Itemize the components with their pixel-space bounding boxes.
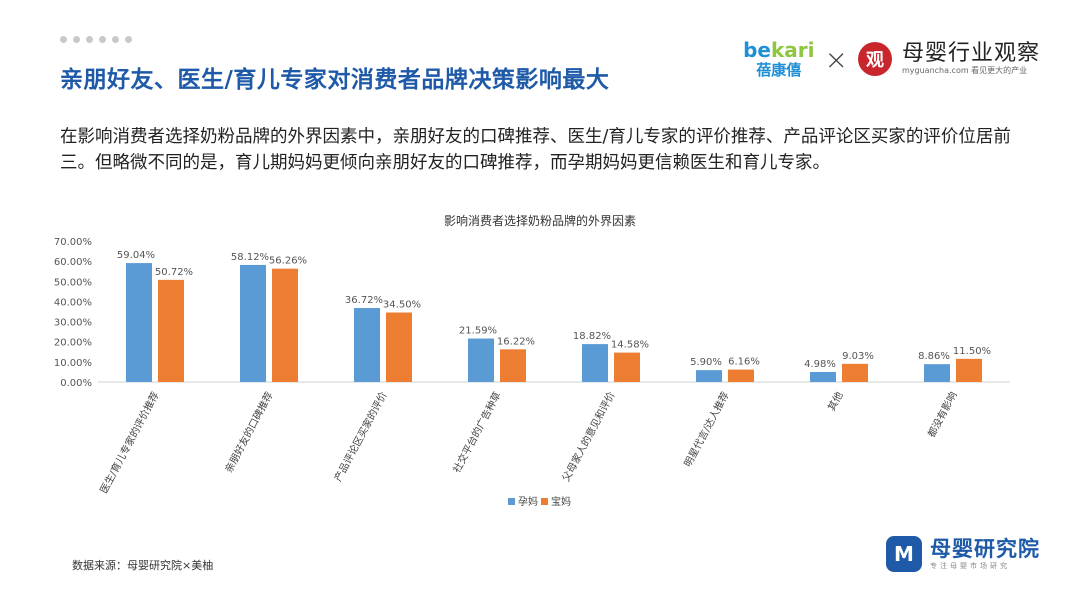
bar-series-2 [728,369,754,382]
bar-series-1 [810,371,836,382]
bar-series-2 [158,279,184,382]
y-tick-label: 30.00% [54,318,92,329]
data-label: 59.04% [117,250,155,261]
bar-series-1 [240,264,266,382]
y-tick-label: 40.00% [54,297,92,308]
category-label: 亲朋好友的口碑推荐 [222,389,276,475]
bar-series-1 [696,370,722,382]
research-institute-icon: M [886,536,922,572]
muying-sub: myguancha.com 看见更大的产业 [901,66,1028,76]
data-source: 数据来源：母婴研究院×美柚 [72,559,214,572]
data-label: 6.16% [728,357,760,368]
data-label: 34.50% [383,300,421,311]
y-tick-label: 70.00% [54,237,92,248]
bar-series-2 [614,352,640,382]
y-tick-label: 10.00% [54,358,92,369]
data-label: 21.59% [459,326,497,337]
data-label: 8.86% [918,351,950,362]
bar-series-1 [924,364,950,382]
legend-swatch [541,498,548,505]
bar-series-1 [354,308,380,382]
y-tick-label: 0.00% [60,378,92,389]
data-label: 5.90% [690,357,722,368]
legend-label: 孕妈 [518,495,538,508]
bar-series-1 [468,338,494,382]
description-text: 在影响消费者选择奶粉品牌的外界因素中，亲朋好友的口碑推荐、医生/育儿专家的评价推… [60,127,1011,173]
data-label: 50.72% [155,267,193,278]
data-label: 9.03% [842,351,874,362]
data-label: 14.58% [611,340,649,351]
bar-series-1 [582,344,608,382]
decorative-dots [60,36,132,43]
data-label: 58.12% [231,252,269,263]
footer-logo: M 母婴研究院 专注母婴市场研究 [886,536,1040,572]
bekari-wordmark: bekari [743,38,815,62]
data-label: 16.22% [497,336,535,347]
cross-symbol: × [824,42,848,76]
category-label: 产品评论区买家的评价 [331,389,389,483]
brand-logos: bekari 蓓康僖 × 观 母婴行业观察 myguancha.com 看见更大… [743,40,1040,78]
data-label: 56.26% [269,256,307,267]
category-label: 都没有影响 [925,389,960,439]
bar-series-2 [500,349,526,382]
data-label: 4.98% [804,359,836,370]
category-label: 医生/育儿专家的评价推荐 [97,389,162,495]
category-label: 社交平台的广告种草 [450,389,504,475]
bar-series-2 [842,363,868,382]
data-label: 11.50% [953,346,991,357]
data-label: 18.82% [573,331,611,342]
category-label: 其他 [825,389,846,413]
category-label: 明星代言/达人推荐 [681,389,732,469]
data-label: 36.72% [345,295,383,306]
muying-name: 母婴行业观察 [901,41,1040,67]
category-label: 父母家人的意见和评价 [559,389,617,483]
legend-swatch [508,498,515,505]
chart-title: 影响消费者选择奶粉品牌的外界因素 [443,214,636,228]
y-tick-label: 20.00% [54,338,92,349]
legend-label: 宝妈 [551,495,571,508]
footer-logo-name: 母婴研究院 [930,536,1040,561]
y-tick-label: 60.00% [54,257,92,268]
page-title: 亲朋好友、医生/育儿专家对消费者品牌决策影响最大 [60,67,610,93]
bar-series-2 [956,358,982,382]
muying-seal-icon: 观 [857,42,892,76]
bar-series-2 [386,312,412,382]
bekari-logo: bekari 蓓康僖 [743,40,814,78]
y-tick-label: 50.00% [54,277,92,288]
footer-logo-sub: 专注母婴市场研究 [930,561,1010,570]
bar-series-1 [126,263,152,382]
bar-series-2 [272,268,298,382]
muying-logo-text: 母婴行业观察 myguancha.com 看见更大的产业 [902,42,1040,75]
bekari-cn-name: 蓓康僖 [756,61,802,79]
